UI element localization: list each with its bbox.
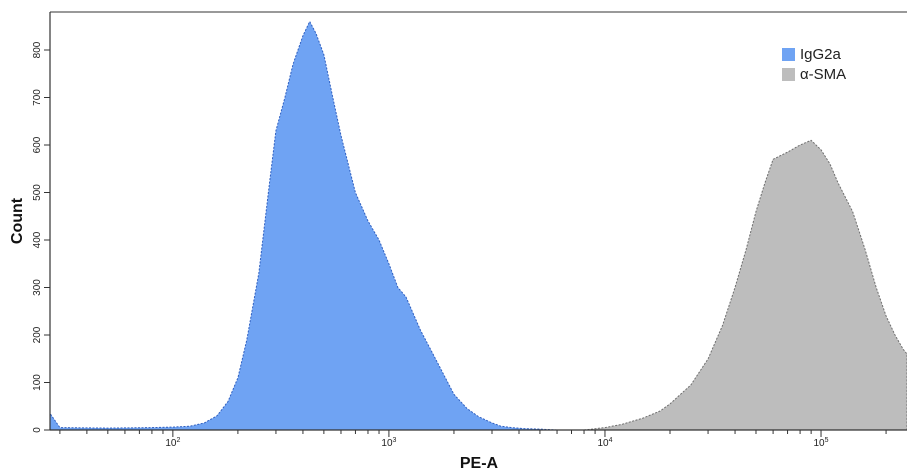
y-tick-label: 800 [32, 41, 43, 58]
x-axis-title: PE-A [460, 455, 499, 472]
series-area-1 [49, 20, 558, 431]
y-tick-label: 600 [32, 136, 43, 153]
legend-item-series-1: IgG2a [782, 44, 846, 64]
y-tick-label: 700 [32, 89, 43, 106]
axes [49, 11, 907, 431]
x-tick-label: 104 [597, 437, 612, 449]
legend-item-series-2: α-SMA [782, 64, 846, 84]
x-tick-label: 103 [381, 437, 396, 449]
y-tick-label: 500 [32, 184, 43, 201]
legend-label-series-1: IgG2a [800, 45, 841, 63]
y-axis-ticks: 0 100 200 300 400 500 600 700 800 [32, 41, 50, 433]
x-tick-label: 105 [814, 437, 829, 449]
series-area-2 [583, 139, 907, 431]
legend-swatch-series-1 [782, 47, 795, 61]
histogram-areas [49, 20, 907, 431]
y-tick-label: 400 [32, 231, 43, 248]
y-tick-label: 300 [32, 279, 43, 296]
legend: IgG2a α-SMA [782, 44, 846, 84]
x-tick-label: 102 [165, 437, 180, 449]
y-tick-label: 0 [32, 427, 43, 433]
y-tick-label: 200 [32, 326, 43, 343]
y-axis-title: Count [9, 197, 26, 244]
legend-swatch-series-2 [782, 67, 795, 81]
legend-label-series-2: α-SMA [800, 65, 847, 83]
x-axis-ticks: 102 103 104 105 [59, 430, 887, 449]
y-tick-label: 100 [32, 374, 43, 391]
